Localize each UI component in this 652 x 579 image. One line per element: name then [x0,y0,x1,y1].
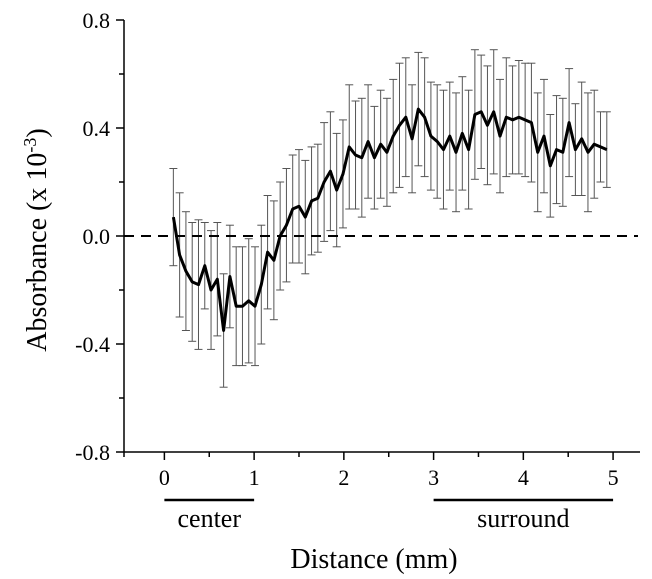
y-tick-label: -0.4 [75,332,110,357]
region-label-surround: surround [477,504,569,533]
x-tick-label: 1 [249,465,260,490]
data-line-layer [171,107,608,332]
y-axis-title-suffix: ) [22,128,53,137]
y-axis-title-prefix: Absorbance (x 10 [22,153,53,352]
y-tick-label: 0.4 [83,116,111,141]
x-tick-label: 2 [338,465,349,490]
x-tick-label: 4 [518,465,529,490]
y-axis-title: Absorbance (x 10-3) [20,128,53,351]
axes-layer [116,19,640,460]
mean-absorbance-line [171,107,608,332]
region-markers-layer: center surround [164,498,614,533]
y-tick-label: 0.0 [83,224,111,249]
x-axis-title: Distance (mm) [290,544,457,575]
x-tick-label: 3 [428,465,439,490]
y-axis-title-exponent: -3 [20,138,40,153]
x-tick-label: 0 [159,465,170,490]
y-tick-label: 0.8 [83,8,111,33]
tick-labels-layer: -0.8 -0.4 0.0 0.4 0.8 0 1 2 3 4 5 [75,8,618,490]
region-label-center: center [177,504,241,533]
x-tick-label: 5 [608,465,619,490]
error-bars-layer [169,49,611,388]
y-tick-label: -0.8 [75,440,110,465]
